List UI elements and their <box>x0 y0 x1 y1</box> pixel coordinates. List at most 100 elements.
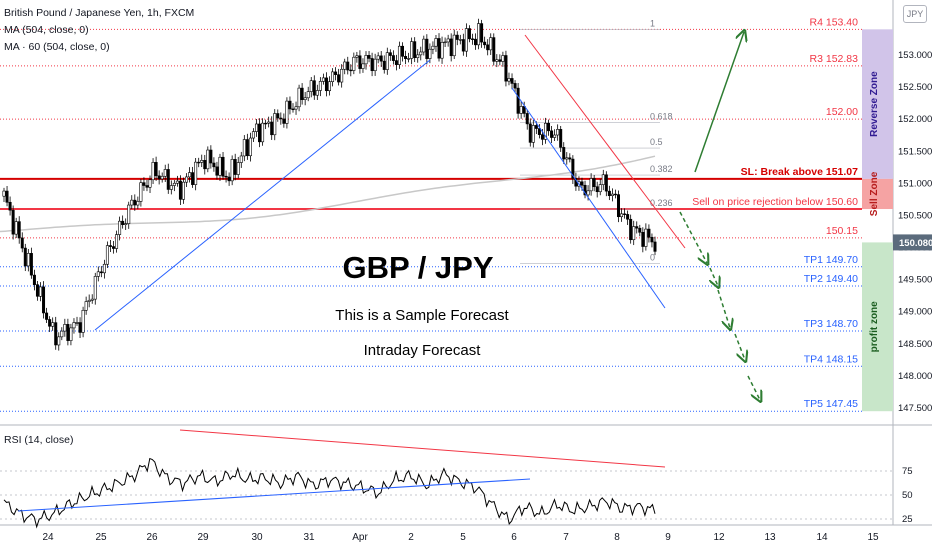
candle <box>87 299 91 302</box>
time-tick-label: Apr <box>352 532 368 543</box>
uptrend-line <box>94 59 431 331</box>
time-tick-label: 12 <box>713 532 725 543</box>
candle <box>355 55 359 58</box>
candle <box>291 108 295 111</box>
candle <box>221 156 225 177</box>
forecast-down-arrow <box>747 375 760 400</box>
level-label: 152.00 <box>826 106 858 118</box>
candle <box>185 176 189 183</box>
candle <box>464 28 468 52</box>
candle <box>154 162 158 177</box>
candle <box>452 34 456 57</box>
candle <box>568 157 572 160</box>
candle <box>477 23 481 46</box>
candle <box>507 78 511 82</box>
candle <box>279 117 283 120</box>
current-price-label: 150.080 <box>899 238 932 249</box>
time-tick-label: 2 <box>408 532 414 543</box>
fib-label: 0 <box>650 253 655 263</box>
candle <box>531 125 535 143</box>
current-price-badge[interactable] <box>893 234 932 251</box>
time-tick-label: 14 <box>816 532 828 543</box>
candle <box>446 38 450 43</box>
candle <box>601 174 605 185</box>
candle <box>32 274 36 285</box>
candle <box>385 52 389 70</box>
candle <box>647 228 651 238</box>
candle <box>315 90 319 96</box>
candle <box>501 55 505 62</box>
rsi-resistance-line <box>179 429 666 468</box>
candle <box>312 80 316 96</box>
candle <box>407 58 411 60</box>
candle <box>394 60 398 65</box>
candle <box>434 38 438 47</box>
candle <box>635 226 639 229</box>
candle <box>583 184 587 196</box>
candle <box>115 234 119 249</box>
candle <box>401 45 405 57</box>
candle <box>474 38 478 46</box>
candle <box>66 324 70 341</box>
candle <box>580 181 584 186</box>
zone-1 <box>862 178 893 210</box>
candle <box>200 160 204 163</box>
time-tick-label: 24 <box>42 532 54 543</box>
candle <box>48 319 52 327</box>
candle <box>543 122 547 140</box>
candle <box>84 301 88 311</box>
ma-legend-1: MA (504, close, 0) <box>4 24 89 36</box>
candle <box>248 137 252 157</box>
candle <box>57 336 61 346</box>
price-pane[interactable] <box>0 0 893 425</box>
candle <box>571 158 575 179</box>
candle <box>483 41 487 46</box>
candle <box>455 34 459 40</box>
candle <box>458 39 462 41</box>
rsi-tick-label: 75 <box>902 466 913 477</box>
candle <box>616 194 620 218</box>
candle <box>486 44 490 51</box>
candle <box>565 157 569 160</box>
level-label: TP5 147.45 <box>804 398 858 410</box>
price-tick-label: 152.000 <box>898 114 932 125</box>
candle <box>169 185 173 190</box>
candle <box>629 218 633 241</box>
time-tick-label: 7 <box>563 532 569 543</box>
level-label: R4 153.40 <box>810 16 859 28</box>
forecast-line-2: Intraday Forecast <box>364 342 482 359</box>
candle <box>547 122 551 132</box>
candle <box>349 69 353 72</box>
candle <box>215 166 219 176</box>
candle <box>340 68 344 83</box>
candle <box>60 330 64 338</box>
candle <box>358 55 362 69</box>
candle <box>607 190 611 196</box>
candle <box>175 180 179 184</box>
candle <box>42 286 46 314</box>
candle <box>188 172 192 178</box>
level-label: Sell on price rejection below 150.60 <box>692 196 858 208</box>
candle <box>160 175 164 180</box>
forecast-down-arrow <box>679 211 707 263</box>
candle <box>343 61 347 70</box>
candle <box>276 113 280 119</box>
candle <box>233 159 237 175</box>
candle <box>376 55 380 60</box>
candle <box>352 56 356 71</box>
channel-upper-line <box>524 34 686 249</box>
candle <box>105 245 109 265</box>
candle <box>118 220 122 235</box>
candle <box>537 128 541 135</box>
candle <box>39 286 43 297</box>
price-axis[interactable] <box>893 0 932 550</box>
candle <box>121 220 125 225</box>
candle <box>11 209 15 235</box>
candle <box>139 182 143 202</box>
candle <box>23 247 27 267</box>
zone-2 <box>862 242 893 412</box>
candle <box>239 155 243 163</box>
candle <box>264 122 268 125</box>
currency-badge[interactable]: JPY <box>903 5 927 23</box>
